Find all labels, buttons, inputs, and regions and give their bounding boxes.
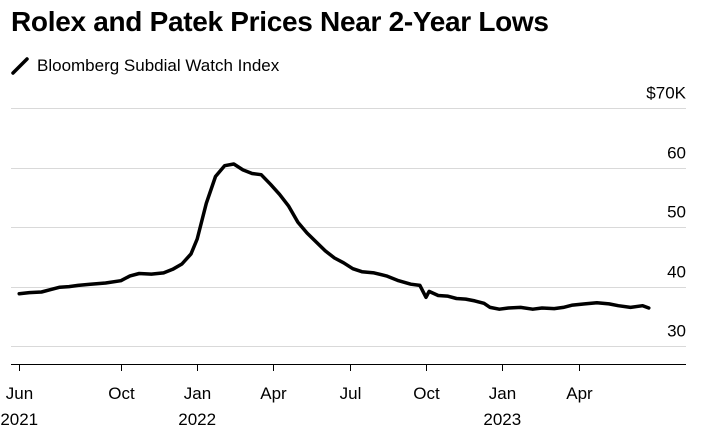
y-tick-label: 60 xyxy=(667,144,686,163)
y-tick-label: $70K xyxy=(646,84,686,103)
chart-title: Rolex and Patek Prices Near 2-Year Lows xyxy=(11,6,549,37)
x-tick-label: Apr xyxy=(260,384,287,403)
x-tick-label: Jun xyxy=(6,384,33,403)
x-tick-label: Oct xyxy=(108,384,135,403)
x-tick-label: Apr xyxy=(566,384,593,403)
x-tick-label: Jul xyxy=(340,384,362,403)
x-year-label: 2022 xyxy=(178,410,216,429)
x-tick-label: Jan xyxy=(184,384,211,403)
legend-line-swatch-icon xyxy=(11,57,29,75)
x-year-label: 2023 xyxy=(483,410,521,429)
legend-label: Bloomberg Subdial Watch Index xyxy=(37,56,280,75)
x-tick-label: Jan xyxy=(489,384,516,403)
x-tick-label: Oct xyxy=(413,384,440,403)
x-year-label: 2021 xyxy=(0,410,38,429)
y-tick-label: 50 xyxy=(667,203,686,222)
y-tick-label: 30 xyxy=(667,322,686,341)
chart-legend: Bloomberg Subdial Watch Index xyxy=(11,55,279,77)
y-tick-label: 40 xyxy=(667,263,686,282)
series-line-0 xyxy=(17,162,651,311)
